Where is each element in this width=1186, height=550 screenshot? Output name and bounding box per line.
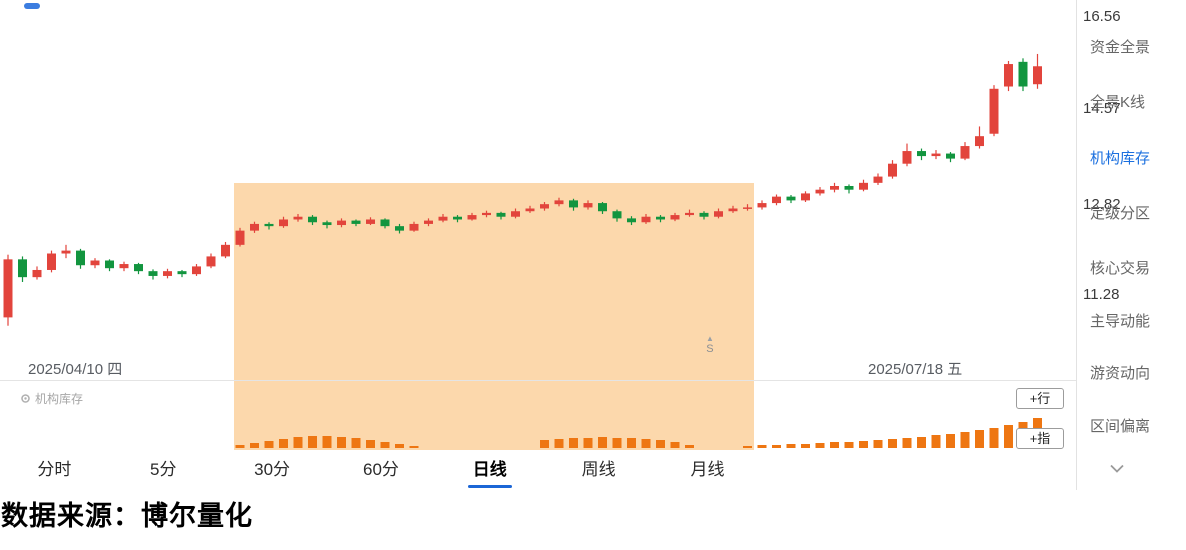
tab-active-underline [250,485,294,488]
tab-label: 30分 [254,459,291,479]
sidebar-item-4[interactable]: 核心交易 [1090,260,1151,277]
sidebar-item-7[interactable]: 区间偏离 [1090,418,1151,435]
sidebar-item-5[interactable]: 主导动能 [1090,313,1151,330]
sidebar-item-2[interactable]: 机构库存 [1090,150,1151,167]
sidebar-item-0[interactable]: 资金全景 [1090,39,1151,56]
data-source-text: 数据来源：博尔量化 [1,501,253,531]
tab-bar: 分时 5分 30分 60分 日线 周线 月线 [0,452,762,490]
signal-letter: S [706,343,714,355]
indicator-label: 机构库存 [20,390,83,407]
highlight-region [234,183,754,450]
tab-active-underline [32,485,76,488]
panel-divider [0,380,1076,381]
tab-active-underline [467,484,512,488]
tab-active-underline [685,485,729,488]
sidebar-item-3[interactable]: 定级分区 [1090,205,1151,222]
add-indicator-button[interactable]: +指 [1016,428,1064,449]
price-axis-label: 12.82 [1083,196,1121,213]
price-axis-label: 11.28 [1083,286,1120,303]
triangle-up-icon: ▲ [706,334,714,343]
tab-label: 月线 [690,459,725,479]
tab-item-1[interactable]: 5分 [141,455,185,488]
candlestick-chart [3,53,1042,326]
chevron-down-icon[interactable] [1109,460,1125,478]
tab-label: 分时 [37,459,72,479]
sidebar-item-1[interactable]: 全景K线 [1090,94,1146,111]
right-panel: 16.56 14.57 12.82 11.28 资金全景全景K线机构库存定级分区核心交易… [1076,0,1186,490]
sidebar-item-6[interactable]: 游资动向 [1090,365,1151,382]
signal-marker: ▲ S [706,334,714,355]
gear-icon [21,394,30,403]
tab-item-2[interactable]: 30分 [250,455,294,488]
top-left-marker [24,3,40,9]
indicator-label-text: 机构库存 [35,392,84,406]
price-axis-label: 16.56 [1083,8,1121,25]
tab-active-underline [141,485,185,488]
date-label-start: 2025/04/10 四 [28,361,123,378]
tab-label: 周线 [581,459,616,479]
tab-label: 日线 [472,459,507,479]
tab-item-5[interactable]: 周线 [577,455,621,488]
tab-item-6[interactable]: 月线 [685,455,729,488]
candlestick-panel[interactable]: 2025/04/10 四 2025/07/18 五 ▲ S 机构库存 +行 +指… [0,0,1076,492]
tab-item-0[interactable]: 分时 [32,455,76,488]
tab-active-underline [577,485,621,488]
tab-item-3[interactable]: 60分 [359,455,403,488]
add-row-button[interactable]: +行 [1016,388,1064,409]
indicator-histogram [235,418,1042,448]
tab-label: 5分 [150,459,177,479]
tab-label: 60分 [362,459,399,479]
tab-active-underline [359,485,403,488]
price-axis-label: 14.57 [1083,100,1121,117]
tab-item-4[interactable]: 日线 [467,455,512,488]
date-label-end: 2025/07/18 五 [868,361,963,378]
